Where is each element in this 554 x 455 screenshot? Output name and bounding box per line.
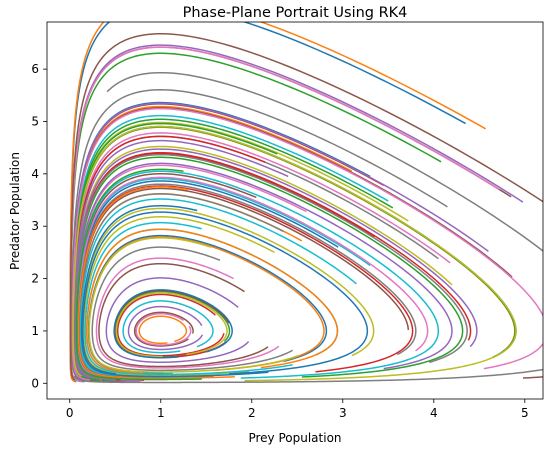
y-tick-label: 4 bbox=[31, 167, 39, 181]
x-tick-label: 0 bbox=[66, 406, 74, 420]
x-tick-label: 1 bbox=[157, 406, 165, 420]
chart-title: Phase-Plane Portrait Using RK4 bbox=[183, 5, 408, 21]
x-tick-label: 4 bbox=[430, 406, 438, 420]
x-axis-label: Prey Population bbox=[248, 431, 341, 445]
y-tick-label: 5 bbox=[31, 114, 39, 128]
x-tick-label: 2 bbox=[248, 406, 256, 420]
y-tick-label: 6 bbox=[31, 62, 39, 76]
y-tick-label: 3 bbox=[31, 219, 39, 233]
x-tick-label: 3 bbox=[339, 406, 347, 420]
y-tick-label: 0 bbox=[31, 376, 39, 390]
x-tick-label: 5 bbox=[521, 406, 529, 420]
y-tick-label: 2 bbox=[31, 272, 39, 286]
y-axis-label: Predator Population bbox=[8, 152, 22, 270]
y-tick-label: 1 bbox=[31, 324, 39, 338]
